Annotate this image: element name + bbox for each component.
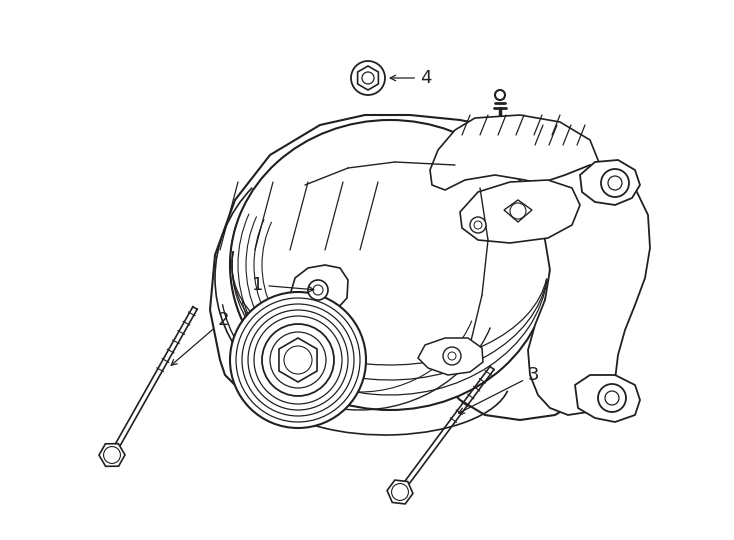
Circle shape bbox=[351, 61, 385, 95]
Text: 3: 3 bbox=[459, 366, 539, 413]
Polygon shape bbox=[580, 160, 640, 205]
Polygon shape bbox=[99, 444, 125, 467]
Text: 2: 2 bbox=[171, 311, 230, 365]
Circle shape bbox=[495, 90, 505, 100]
Circle shape bbox=[443, 347, 461, 365]
Text: 1: 1 bbox=[252, 276, 314, 294]
Circle shape bbox=[601, 169, 629, 197]
Polygon shape bbox=[418, 338, 483, 375]
Polygon shape bbox=[210, 115, 600, 420]
Circle shape bbox=[262, 324, 334, 396]
Polygon shape bbox=[460, 180, 580, 243]
Polygon shape bbox=[290, 265, 348, 315]
Polygon shape bbox=[357, 66, 379, 90]
Polygon shape bbox=[528, 165, 650, 415]
Ellipse shape bbox=[230, 120, 550, 410]
Text: 4: 4 bbox=[390, 69, 432, 87]
Polygon shape bbox=[575, 375, 640, 422]
Polygon shape bbox=[430, 115, 600, 192]
Circle shape bbox=[598, 384, 626, 412]
Circle shape bbox=[230, 292, 366, 428]
Polygon shape bbox=[279, 338, 317, 382]
Polygon shape bbox=[387, 480, 413, 504]
Circle shape bbox=[470, 217, 486, 233]
Circle shape bbox=[308, 280, 328, 300]
